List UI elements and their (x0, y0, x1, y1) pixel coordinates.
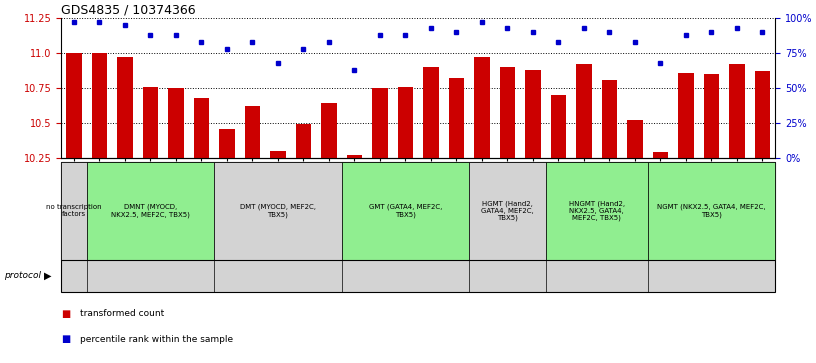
Bar (449, 78, 464, 158)
Text: ■: ■ (61, 334, 70, 344)
Text: percentile rank within the sample: percentile rank within the sample (80, 335, 233, 344)
Bar (118, 57, 132, 158)
Bar (628, 120, 642, 158)
Bar (347, 155, 362, 158)
Text: HNGMT (Hand2,
NKX2.5, GATA4,
MEF2C, TBX5): HNGMT (Hand2, NKX2.5, GATA4, MEF2C, TBX5… (569, 200, 625, 221)
Bar (755, 71, 770, 158)
Bar (322, 103, 336, 158)
Text: no transcription
factors: no transcription factors (47, 204, 102, 217)
Bar (653, 152, 668, 158)
Bar (168, 88, 184, 158)
Bar (91, 53, 107, 158)
Text: DMNT (MYOCD,
NKX2.5, MEF2C, TBX5): DMNT (MYOCD, NKX2.5, MEF2C, TBX5) (111, 204, 190, 217)
Text: NGMT (NKX2.5, GATA4, MEF2C,
TBX5): NGMT (NKX2.5, GATA4, MEF2C, TBX5) (657, 204, 765, 217)
Text: HGMT (Hand2,
GATA4, MEF2C,
TBX5): HGMT (Hand2, GATA4, MEF2C, TBX5) (481, 200, 534, 221)
Bar (730, 64, 744, 158)
Bar (678, 73, 694, 158)
Text: transformed count: transformed count (80, 310, 164, 318)
Bar (499, 67, 515, 158)
Bar (397, 87, 413, 158)
Bar (245, 106, 260, 158)
Bar (220, 129, 234, 158)
Bar (372, 88, 388, 158)
Bar (526, 70, 540, 158)
Text: ■: ■ (61, 309, 70, 319)
Bar (295, 125, 311, 158)
Bar (576, 64, 592, 158)
Bar (601, 79, 617, 158)
Text: DMT (MYOCD, MEF2C,
TBX5): DMT (MYOCD, MEF2C, TBX5) (240, 204, 316, 217)
Bar (424, 67, 438, 158)
Bar (66, 53, 82, 158)
Bar (551, 95, 566, 158)
Bar (474, 57, 490, 158)
Bar (270, 151, 286, 158)
Text: protocol: protocol (4, 272, 41, 280)
Bar (193, 98, 209, 158)
Bar (703, 74, 719, 158)
Text: GMT (GATA4, MEF2C,
TBX5): GMT (GATA4, MEF2C, TBX5) (369, 204, 442, 217)
Bar (143, 87, 158, 158)
Text: ▶: ▶ (43, 271, 51, 281)
Text: GDS4835 / 10374366: GDS4835 / 10374366 (61, 4, 196, 17)
